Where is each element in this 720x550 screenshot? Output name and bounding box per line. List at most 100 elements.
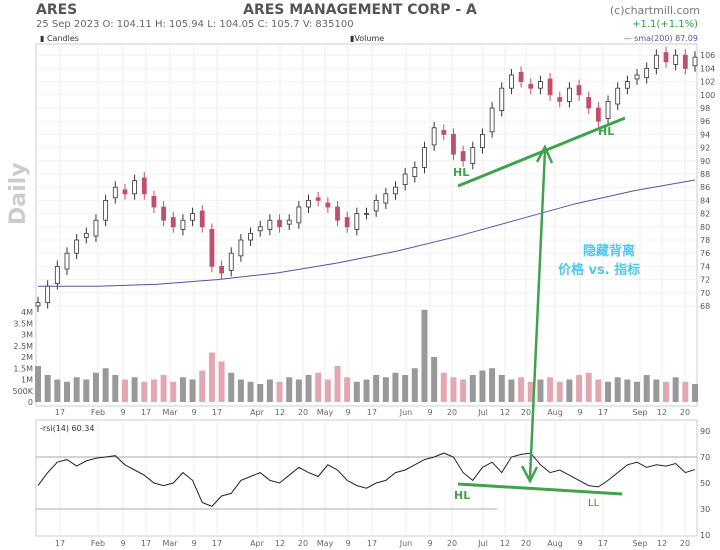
price-tick-label: 82: [700, 210, 710, 219]
x-tick-label: 20: [298, 539, 308, 548]
candle-body: [93, 219, 99, 237]
volume-bar: [624, 379, 631, 402]
price-tick-label: 80: [700, 223, 710, 232]
candle-body: [383, 193, 389, 204]
price-panel-frame: [35, 43, 698, 407]
candle-body: [267, 219, 273, 230]
candle-body: [315, 197, 321, 201]
x-tick-label: 12: [657, 408, 667, 417]
candle-body: [653, 54, 659, 69]
x-tick-label: 9: [345, 539, 350, 548]
candle-body: [74, 239, 80, 254]
x-tick-label: Sep: [632, 539, 647, 548]
x-tick-label: Jun: [399, 408, 413, 417]
volume-tick-label: 3.5M: [13, 319, 33, 328]
symbol: ARES: [36, 2, 78, 18]
price-tick-label: 96: [700, 117, 710, 126]
volume-bar: [373, 375, 380, 402]
candle-body: [692, 56, 698, 67]
candle-body: [489, 107, 495, 133]
volume-bar: [547, 377, 554, 402]
x-tick-label: 12: [275, 539, 285, 548]
candle-body: [286, 219, 292, 225]
volume-bar: [421, 309, 428, 402]
x-tick-label: Feb: [91, 539, 105, 548]
candle-body: [45, 285, 51, 304]
volume-bar: [92, 372, 99, 402]
rsi-panel-frame: [35, 419, 698, 537]
legend-volume-label: Volume: [354, 34, 385, 43]
price-tick-label: 88: [700, 170, 710, 179]
candle-body: [615, 87, 621, 105]
x-tick-label: May: [317, 539, 334, 548]
volume-bar: [112, 375, 119, 402]
sma200-line: [38, 179, 696, 287]
x-tick-label: 17: [212, 408, 222, 417]
x-tick-label: 17: [55, 408, 65, 417]
x-tick-label: 9: [577, 539, 582, 548]
candle-body: [141, 177, 147, 195]
x-tick-label: 17: [55, 539, 65, 548]
x-tick-label: 12: [275, 408, 285, 417]
volume-tick-label: 2M: [21, 353, 33, 362]
x-tick-label: 17: [141, 539, 151, 548]
candle-body: [344, 217, 350, 228]
price-change: +1.1(+1.1%): [632, 19, 698, 30]
price-tick-label: 98: [700, 104, 710, 113]
candle-body: [538, 81, 543, 89]
price-tick-label: 76: [700, 249, 710, 258]
volume-bar: [431, 357, 438, 402]
x-tick-label: 9: [120, 539, 125, 548]
x-tick-label: 12: [500, 539, 510, 548]
candle-body: [402, 173, 408, 185]
candle-body: [103, 199, 109, 221]
candle-body: [644, 68, 650, 79]
volume-bar: [643, 375, 650, 402]
volume-bar: [469, 375, 476, 402]
candle-body: [682, 54, 688, 69]
candle-body: [64, 252, 70, 270]
candle-body: [547, 78, 553, 96]
candle-body: [393, 186, 398, 195]
candle-body: [325, 202, 331, 208]
volume-bar: [189, 379, 196, 402]
price-tick-label: 92: [700, 144, 710, 153]
volume-bar: [450, 377, 457, 402]
price-tick-label: 78: [700, 236, 710, 245]
candle-body: [151, 196, 157, 208]
volume-bar: [634, 381, 641, 402]
volume-bar: [498, 375, 505, 402]
candle-body: [431, 127, 437, 146]
candle-body: [373, 199, 379, 212]
volume-bar: [614, 377, 621, 402]
volume-tick-label: 0: [28, 398, 33, 407]
volume-bar: [672, 377, 679, 402]
price-hl-label: HL: [598, 125, 614, 138]
price-tick-label: 100: [700, 91, 715, 100]
volume-bar: [295, 379, 302, 402]
price-tick-label: 86: [700, 183, 710, 192]
volume-bar: [237, 379, 244, 402]
volume-bar: [692, 384, 698, 402]
candle-body: [595, 107, 601, 122]
x-tick-label: Sep: [632, 408, 647, 417]
volume-bar: [682, 381, 689, 402]
candle-body: [354, 213, 360, 230]
volume-bar: [54, 379, 61, 402]
x-tick-label: Jun: [399, 539, 413, 548]
volume-bar: [170, 381, 177, 402]
volume-bar: [605, 381, 612, 402]
x-tick-label: Jul: [477, 539, 488, 548]
x-tick-label: 12: [657, 539, 667, 548]
candle-body: [586, 97, 592, 109]
volume-bar: [489, 368, 496, 402]
note-price-vs-indicator: 价格 vs. 指标: [558, 263, 641, 278]
candle-body: [470, 147, 476, 164]
volume-bar: [363, 379, 370, 402]
volume-tick-label: 1.5M: [13, 364, 33, 373]
candle-body: [557, 97, 563, 102]
arrow-head-down: [520, 465, 539, 484]
volume-bar: [228, 372, 235, 402]
candle-body: [634, 74, 640, 80]
